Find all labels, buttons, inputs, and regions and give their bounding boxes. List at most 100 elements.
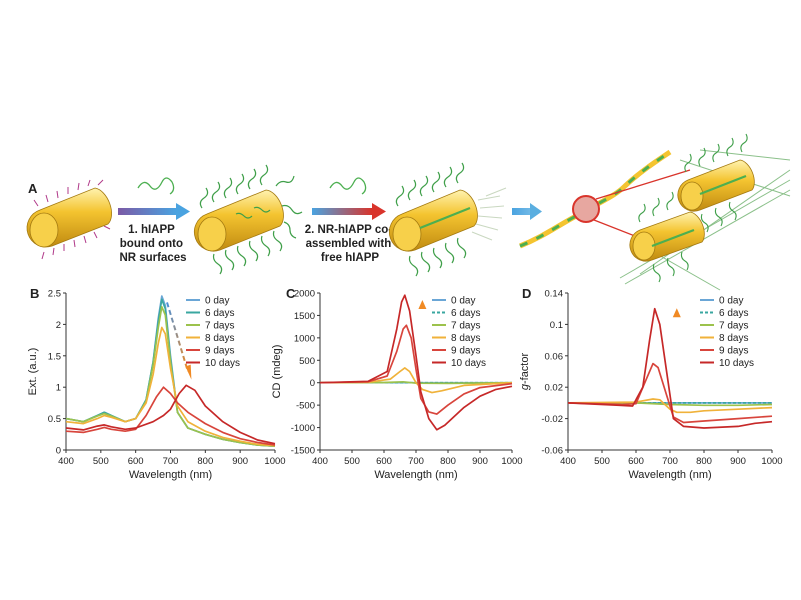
y-tick-label: 0.02 [545, 383, 564, 394]
y-tick-label: -1000 [291, 423, 315, 434]
nanorod-coated-illustration [194, 164, 303, 275]
panel-c-cd-chart: C 400 500 600 700 800 900 1000 -1500 -1000 -500 0 50… [271, 286, 523, 481]
legend-entry: 9 days [205, 346, 234, 357]
trend-arrow-head [672, 308, 681, 318]
y-tick-label: -1500 [291, 446, 315, 457]
x-tick-label: 900 [232, 456, 248, 467]
x-axis-label: Wavelength (nm) [628, 469, 711, 481]
x-tick-label: 400 [560, 456, 576, 467]
step3-arrow [512, 203, 542, 220]
x-tick-label: 700 [408, 456, 424, 467]
y-tick-label: 0 [310, 378, 315, 389]
step2-arrow [312, 203, 386, 220]
y-tick-label: 0 [56, 446, 61, 457]
y-tick-label: -0.06 [541, 446, 563, 457]
series-line-9-days [319, 324, 513, 415]
legend-entry: 8 days [451, 333, 480, 344]
x-axis-label: Wavelength (nm) [129, 469, 212, 481]
x-axis-label: Wavelength (nm) [374, 469, 457, 481]
x-tick-label: 800 [197, 456, 213, 467]
fiber-chain-illustration [519, 149, 672, 249]
legend-entry: 10 days [451, 358, 486, 369]
y-tick-label: -500 [296, 401, 315, 412]
y-tick-label: 0.06 [545, 351, 564, 362]
series-line-8-days [319, 367, 513, 394]
nanorod-bare-illustration [26, 179, 112, 260]
panel-letter-d: D [522, 286, 531, 301]
zoomed-assembly-illustration [619, 133, 791, 291]
hiapp-peptide-squiggle [137, 177, 175, 195]
ligand-spikes [33, 179, 111, 260]
x-tick-label: 700 [662, 456, 678, 467]
series-line-8-days [567, 398, 773, 414]
x-tick-label: 500 [344, 456, 360, 467]
series-line-8-days [65, 326, 276, 447]
y-tick-label: 0.14 [545, 289, 564, 300]
panel-letter-b: B [30, 286, 39, 301]
y-tick-label: 2000 [294, 289, 315, 300]
series-line-10-days [65, 384, 276, 445]
y-tick-label: 2 [56, 320, 61, 331]
step1-caption: 1. hIAPP bound onto NR surfaces [119, 224, 186, 264]
y-tick-label: 0.1 [550, 320, 563, 331]
legend-entry: 6 days [719, 308, 748, 319]
trend-arrow [166, 302, 189, 372]
x-tick-label: 400 [58, 456, 74, 467]
trend-arrow-head [418, 299, 427, 309]
y-tick-label: 1.5 [48, 351, 61, 362]
legend-entry: 6 days [205, 308, 234, 319]
trend-arrow-head [185, 364, 192, 380]
x-tick-label: 900 [472, 456, 488, 467]
x-tick-label: 1000 [761, 456, 782, 467]
x-tick-label: 600 [628, 456, 644, 467]
series-line-9-days [65, 386, 276, 446]
y-tick-label: 1 [56, 383, 61, 394]
legend-entry: 0 day [719, 296, 743, 307]
series-line-10-days [319, 294, 513, 431]
y-axis-label: CD (mdeg) [271, 345, 283, 399]
legend-entry: 10 days [205, 358, 240, 369]
legend-entry: 0 day [205, 296, 229, 307]
y-tick-label: 1500 [294, 311, 315, 322]
panel-a-schematic: A 1. hIAPP bound onto [26, 133, 791, 291]
y-tick-label: 0.5 [48, 414, 61, 425]
legend-entry: 9 days [451, 346, 480, 357]
series-line-7-days [319, 380, 513, 385]
legend-entry: 0 day [451, 296, 475, 307]
step1-arrow [118, 203, 190, 220]
x-tick-label: 800 [440, 456, 456, 467]
legend-entry: 9 days [719, 346, 748, 357]
x-tick-label: 500 [594, 456, 610, 467]
y-tick-label: 2.5 [48, 289, 61, 300]
legend-entry: 7 days [451, 321, 480, 332]
magnifier-circle [572, 169, 691, 239]
x-tick-label: 400 [312, 456, 328, 467]
x-tick-label: 600 [128, 456, 144, 467]
panel-letter-a: A [28, 181, 38, 196]
x-tick-label: 1000 [501, 456, 522, 467]
y-tick-label: -0.02 [541, 414, 563, 425]
y-axis-label: Ext. (a.u.) [27, 348, 39, 396]
legend-entry: 7 days [205, 321, 234, 332]
step2-caption: 2. NR-hIAPP co- assembled with free hIAP… [305, 224, 396, 264]
x-tick-label: 900 [730, 456, 746, 467]
panel-d-g-factor-chart: D 400 500 600 700 800 900 1000 -0.06 -0.02 0.02 0.0… [519, 286, 783, 481]
legend-entry: 10 days [719, 358, 754, 369]
y-tick-label: 1000 [294, 333, 315, 344]
y-axis-label: g-factor [519, 353, 531, 391]
y-tick-label: 500 [299, 356, 315, 367]
legend-entry: 7 days [719, 321, 748, 332]
x-tick-label: 500 [93, 456, 109, 467]
nanorod-coassembled-illustration [389, 162, 507, 277]
x-tick-label: 600 [376, 456, 392, 467]
legend-entry: 8 days [205, 333, 234, 344]
series-line-7-days [65, 305, 276, 448]
series-line-10-days [567, 307, 773, 429]
panel-b-extinction-chart: B 400 500 600 700 800 900 1000 0 0.5 1 1.5 2 2.5 Wavel… [27, 286, 286, 481]
legend-entry: 8 days [719, 333, 748, 344]
x-tick-label: 800 [696, 456, 712, 467]
legend-entry: 6 days [451, 308, 480, 319]
x-tick-label: 1000 [264, 456, 285, 467]
x-tick-label: 700 [163, 456, 179, 467]
